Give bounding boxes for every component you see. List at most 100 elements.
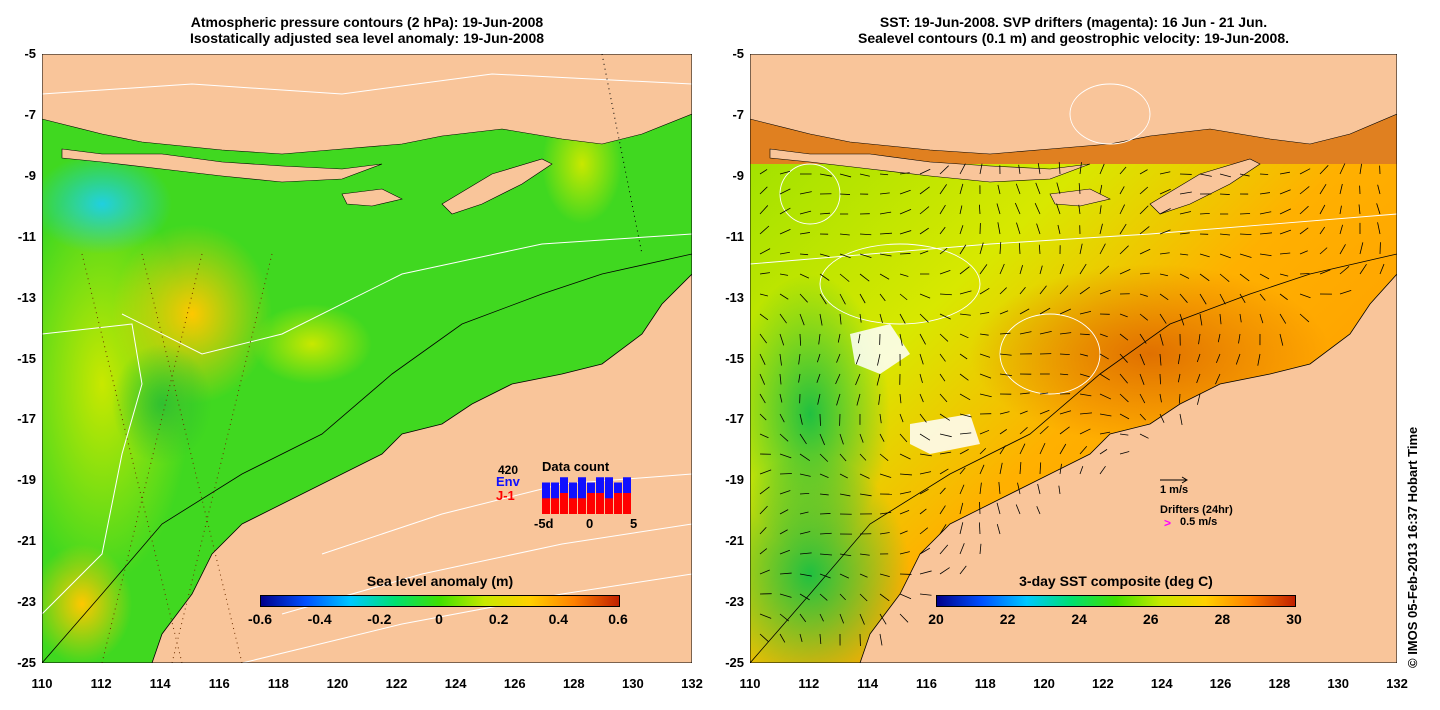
velocity-arrow — [1139, 393, 1146, 404]
velocity-arrow — [1079, 353, 1089, 357]
velocity-arrow — [1219, 293, 1226, 305]
velocity-arrow — [1159, 293, 1169, 301]
velocity-arrow — [759, 526, 767, 535]
velocity-arrow — [799, 232, 810, 235]
velocity-arrow — [1339, 205, 1342, 215]
velocity-arrow — [1279, 229, 1292, 235]
velocity-arrow — [835, 373, 841, 385]
velocity-arrow — [1078, 204, 1081, 215]
velocity-arrow — [879, 413, 882, 424]
velocity-arrow — [1177, 353, 1181, 365]
velocity-arrow — [1058, 162, 1061, 175]
velocity-arrow — [939, 165, 949, 175]
velocity-arrow — [1279, 171, 1290, 175]
velocity-arrow — [979, 242, 984, 255]
velocity-arrow — [779, 251, 790, 255]
velocity-arrow — [1159, 188, 1171, 195]
velocity-arrow — [939, 204, 946, 215]
velocity-arrow — [759, 373, 766, 385]
velocity-arrow — [799, 593, 810, 601]
velocity-arrow — [1377, 184, 1381, 195]
velocity-arrow — [959, 413, 972, 418]
velocity-arrow — [799, 453, 811, 461]
velocity-arrow — [939, 270, 951, 275]
velocity-arrow — [979, 543, 982, 555]
velocity-arrow — [1019, 308, 1030, 315]
anomaly-blob — [42, 154, 172, 254]
velocity-arrow — [1099, 333, 1108, 338]
lat-tick-label: -25 — [725, 655, 744, 670]
velocity-arrow — [1099, 431, 1111, 435]
velocity-arrow — [1159, 333, 1164, 346]
velocity-arrow — [1339, 265, 1350, 275]
velocity-arrow — [1299, 250, 1308, 255]
velocity-arrow — [819, 173, 832, 177]
velocity-arrow — [1119, 413, 1130, 420]
cloud-mask — [910, 414, 980, 454]
velocity-arrow — [959, 183, 964, 195]
velocity-arrow — [1179, 191, 1192, 195]
pressure-contour — [42, 73, 692, 95]
velocity-arrow — [799, 293, 808, 303]
velocity-arrow — [1119, 433, 1129, 436]
velocity-arrow — [879, 192, 890, 195]
velocity-arrow — [979, 312, 990, 315]
velocity-arrow — [1199, 213, 1210, 215]
velocity-arrow — [839, 553, 852, 557]
velocity-arrow — [959, 244, 967, 255]
velocity-arrow — [779, 293, 789, 300]
velocity-arrow — [919, 313, 929, 323]
velocity-arrow — [819, 433, 825, 446]
velocity-arrow — [819, 212, 831, 215]
velocity-arrow — [779, 170, 791, 175]
velocity-arrow — [1216, 353, 1221, 363]
velocity-arrow — [1139, 333, 1147, 344]
velocity-arrow — [879, 433, 885, 442]
velocity-arrow — [899, 208, 912, 215]
velocity-arrow — [1358, 204, 1361, 215]
credit-text: © IMOS 05-Feb-2013 16:37 Hobart Time — [1405, 426, 1420, 668]
velocity-arrow — [779, 572, 792, 575]
velocity-arrow — [959, 353, 968, 360]
velocity-arrow — [1099, 223, 1103, 235]
env-count-bar — [605, 477, 613, 514]
velocity-arrow — [1259, 273, 1270, 280]
velocity-arrow — [799, 573, 812, 577]
lon-tick-label: 116 — [208, 676, 230, 691]
velocity-arrow — [1159, 313, 1167, 324]
velocity-arrow — [1014, 202, 1021, 215]
velocity-arrow — [1379, 263, 1385, 275]
velocity-arrow — [1078, 183, 1081, 195]
velocity-arrow — [919, 250, 929, 255]
lat-tick-label: -23 — [725, 594, 744, 610]
lon-tick-label: 110 — [31, 676, 53, 691]
velocity-arrow — [899, 393, 902, 404]
j1-count-bar — [578, 498, 586, 514]
velocity-arrow — [1119, 223, 1127, 235]
velocity-arrow — [999, 411, 1010, 415]
velocity-arrow — [939, 544, 949, 555]
velocity-arrow — [1196, 373, 1201, 384]
velocity-arrow — [939, 184, 947, 195]
lat-tick-label: -13 — [17, 289, 36, 305]
velocity-arrow — [1099, 353, 1109, 360]
velocity-arrow — [1259, 293, 1266, 301]
velocity-arrow — [839, 173, 852, 178]
colorbar-tick-label: -0.4 — [307, 611, 332, 627]
velocity-arrow — [779, 613, 789, 622]
velocity-arrow — [759, 169, 768, 175]
velocity-arrow — [919, 186, 930, 195]
velocity-arrow — [1058, 485, 1061, 495]
velocity-arrow — [1139, 293, 1148, 297]
velocity-arrow — [1219, 273, 1230, 282]
velocity-arrow — [959, 205, 963, 215]
velocity-arrow — [1016, 222, 1021, 235]
velocity-arrow — [919, 547, 931, 555]
velocity-arrow — [1239, 253, 1252, 258]
land-indonesia — [42, 54, 692, 155]
land-sumba — [1049, 188, 1111, 207]
pressure-contour — [121, 233, 692, 355]
sealevel-contour — [750, 213, 1397, 265]
velocity-arrow — [1319, 204, 1326, 215]
lon-tick-label: 132 — [1386, 676, 1408, 691]
